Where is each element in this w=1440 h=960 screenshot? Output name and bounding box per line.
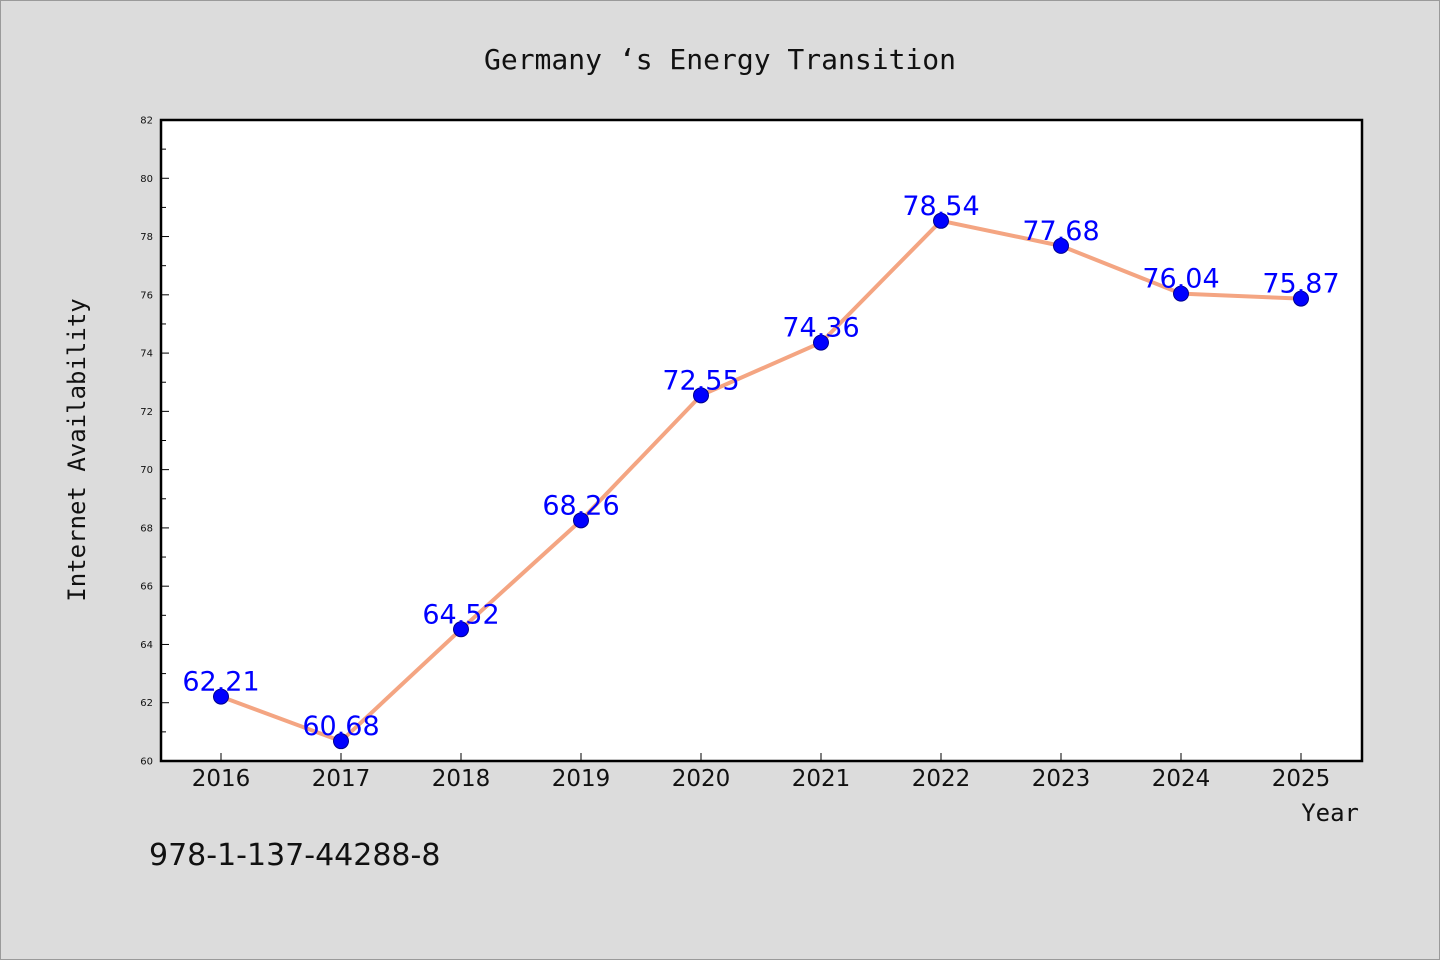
x-tick-label: 2017 (312, 766, 371, 792)
data-label: 78.54 (902, 191, 979, 222)
x-tick-label: 2018 (432, 766, 491, 792)
x-tick-label: 2023 (1032, 766, 1091, 792)
data-markers (213, 212, 1309, 750)
plot-area (159, 118, 1364, 763)
data-label: 60.68 (302, 711, 379, 742)
x-axis-label: Year (1301, 799, 1359, 827)
x-tick-label: 2021 (792, 766, 851, 792)
chart-title: Germany ‘s Energy Transition (484, 43, 956, 76)
y-tick-label: 64 (140, 640, 153, 651)
data-point (333, 733, 349, 750)
data-label: 76.04 (1142, 264, 1219, 295)
data-label: 64.52 (422, 599, 499, 630)
y-axis-label: Internet Availability (63, 298, 91, 601)
y-tick-label: 60 (140, 757, 153, 768)
x-axis: 2016 2017 2018 2019 2020 2021 2022 2023 2024 2025 (192, 753, 1331, 792)
data-point (1053, 237, 1069, 254)
data-point (693, 387, 709, 404)
data-point (1173, 285, 1189, 302)
x-tick-label: 2022 (912, 766, 971, 792)
y-tick-label: 70 (140, 465, 153, 476)
data-labels: 62.21 60.68 64.52 68.26 72.55 74.36 78.54 77.68… (182, 191, 1339, 742)
data-label: 75.87 (1262, 269, 1339, 300)
data-label: 62.21 (182, 667, 259, 698)
y-tick-label: 66 (140, 582, 153, 593)
x-tick-label: 2016 (192, 766, 251, 792)
y-tick-label: 72 (140, 407, 153, 418)
isbn-text: 978-1-137-44288-8 (149, 838, 440, 873)
x-tick-label: 2024 (1152, 766, 1211, 792)
series-line (220, 218, 1302, 744)
y-tick-label: 80 (140, 174, 153, 185)
x-tick-label: 2019 (552, 766, 611, 792)
y-tick-label: 62 (140, 698, 153, 709)
y-tick-label: 82 (140, 116, 153, 127)
data-point (933, 212, 949, 229)
data-label: 68.26 (542, 490, 619, 521)
y-tick-label: 78 (140, 232, 153, 243)
data-point (1293, 290, 1309, 307)
data-label: 74.36 (782, 313, 859, 344)
data-label: 77.68 (1022, 216, 1099, 247)
data-label: 72.55 (662, 365, 739, 396)
x-tick-label: 2025 (1272, 766, 1331, 792)
y-tick-label: 68 (140, 523, 153, 534)
y-axis: 60 62 64 66 68 70 72 74 76 78 80 82 (140, 116, 169, 768)
data-point (453, 621, 469, 638)
data-point (573, 512, 589, 529)
data-point (813, 334, 829, 351)
y-tick-label: 76 (140, 290, 153, 301)
x-tick-label: 2020 (672, 766, 731, 792)
y-tick-label: 74 (140, 349, 153, 360)
data-point (213, 688, 229, 705)
